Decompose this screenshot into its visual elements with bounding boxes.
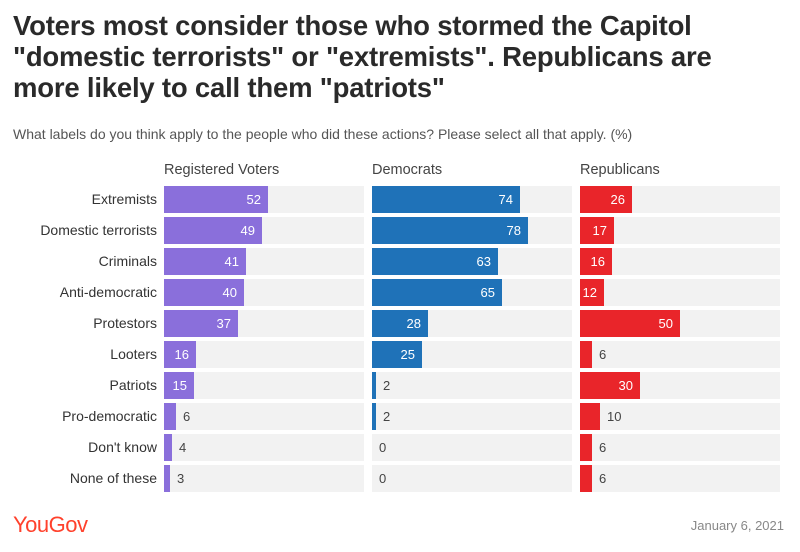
data-label-democrats-domestic-terrorists: 78 [506, 223, 521, 238]
data-label-registered-voters-none-of-these: 3 [177, 471, 185, 486]
data-label-republicans-don-t-know: 6 [599, 440, 607, 455]
data-label-democrats-looters: 25 [400, 347, 415, 362]
bar-track-democrats-patriots [372, 372, 572, 399]
bar-track-registered-voters-pro-democratic [164, 403, 364, 430]
category-label-extremists: Extremists [91, 191, 157, 207]
data-label-democrats-criminals: 63 [476, 254, 491, 269]
series-title-republicans: Republicans [580, 162, 660, 178]
series-title-democrats: Democrats [372, 162, 443, 178]
bar-registered-voters-none-of-these [164, 465, 170, 492]
data-label-republicans-looters: 6 [599, 347, 607, 362]
bar-track-democrats-don-t-know [372, 434, 572, 461]
chart-title: Voters most consider those who stormed t… [13, 10, 712, 103]
data-label-democrats-don-t-know: 0 [379, 440, 387, 455]
publish-date: January 6, 2021 [690, 518, 784, 533]
bar-registered-voters-pro-democratic [164, 403, 176, 430]
bar-republicans-protestors [580, 310, 680, 337]
data-label-democrats-patriots: 2 [383, 378, 391, 393]
bar-track-democrats-pro-democratic [372, 403, 572, 430]
bar-republicans-pro-democratic [580, 403, 600, 430]
bar-democrats-extremists [372, 186, 520, 213]
bar-track-registered-voters-none-of-these [164, 465, 364, 492]
data-label-registered-voters-looters: 16 [174, 347, 189, 362]
data-label-registered-voters-patriots: 15 [172, 378, 187, 393]
data-label-registered-voters-criminals: 41 [224, 254, 239, 269]
bar-track-republicans-criminals [580, 248, 780, 275]
category-label-don-t-know: Don't know [88, 439, 157, 455]
yougov-logo: YouGov [13, 512, 88, 537]
data-label-republicans-protestors: 50 [658, 316, 673, 331]
data-label-democrats-protestors: 28 [406, 316, 421, 331]
category-label-anti-democratic: Anti-democratic [59, 284, 157, 300]
data-label-republicans-none-of-these: 6 [599, 471, 607, 486]
bar-registered-voters-patriots [164, 372, 194, 399]
data-label-republicans-pro-democratic: 10 [607, 409, 622, 424]
bar-democrats-protestors [372, 310, 428, 337]
bar-track-republicans-pro-democratic [580, 403, 780, 430]
data-label-registered-voters-domestic-terrorists: 49 [240, 223, 255, 238]
bar-republicans-looters [580, 341, 592, 368]
data-label-republicans-patriots: 30 [618, 378, 633, 393]
bar-track-republicans-anti-democratic [580, 279, 780, 306]
category-label-protestors: Protestors [93, 315, 157, 331]
category-label-looters: Looters [110, 346, 157, 362]
bar-registered-voters-criminals [164, 248, 246, 275]
bar-democrats-criminals [372, 248, 498, 275]
data-label-republicans-extremists: 26 [610, 192, 625, 207]
series-title-registered-voters: Registered Voters [164, 162, 280, 178]
bar-republicans-don-t-know [580, 434, 592, 461]
bar-democrats-patriots [372, 372, 376, 399]
data-label-registered-voters-pro-democratic: 6 [183, 409, 191, 424]
bar-registered-voters-extremists [164, 186, 268, 213]
bar-republicans-domestic-terrorists [580, 217, 614, 244]
data-label-republicans-domestic-terrorists: 17 [592, 223, 607, 238]
bar-track-republicans-none-of-these [580, 465, 780, 492]
data-label-republicans-criminals: 16 [590, 254, 605, 269]
bar-democrats-looters [372, 341, 422, 368]
data-label-registered-voters-anti-democratic: 40 [222, 285, 237, 300]
category-label-none-of-these: None of these [69, 470, 157, 486]
bar-republicans-anti-democratic [580, 279, 604, 306]
bar-democrats-domestic-terrorists [372, 217, 528, 244]
bar-democrats-anti-democratic [372, 279, 502, 306]
bar-track-democrats-none-of-these [372, 465, 572, 492]
bar-democrats-pro-democratic [372, 403, 376, 430]
bar-registered-voters-protestors [164, 310, 238, 337]
data-label-democrats-pro-democratic: 2 [383, 409, 391, 424]
bar-track-republicans-looters [580, 341, 780, 368]
category-label-domestic-terrorists: Domestic terrorists [40, 222, 157, 238]
bar-track-registered-voters-don-t-know [164, 434, 364, 461]
bar-republicans-patriots [580, 372, 640, 399]
bar-track-republicans-don-t-know [580, 434, 780, 461]
bar-republicans-criminals [580, 248, 612, 275]
data-label-registered-voters-extremists: 52 [246, 192, 261, 207]
bar-registered-voters-domestic-terrorists [164, 217, 262, 244]
bar-republicans-none-of-these [580, 465, 592, 492]
category-label-patriots: Patriots [109, 377, 157, 393]
bar-track-registered-voters-patriots [164, 372, 364, 399]
data-label-democrats-anti-democratic: 65 [480, 285, 495, 300]
bar-track-registered-voters-looters [164, 341, 364, 368]
category-label-pro-democratic: Pro-democratic [62, 408, 157, 424]
bar-registered-voters-don-t-know [164, 434, 172, 461]
chart-subtitle: What labels do you think apply to the pe… [13, 126, 633, 142]
bar-republicans-extremists [580, 186, 632, 213]
data-label-republicans-anti-democratic: 12 [582, 285, 597, 300]
bar-registered-voters-looters [164, 341, 196, 368]
data-label-registered-voters-protestors: 37 [216, 316, 231, 331]
data-label-democrats-extremists: 74 [498, 192, 513, 207]
data-label-democrats-none-of-these: 0 [379, 471, 387, 486]
data-label-registered-voters-don-t-know: 4 [179, 440, 187, 455]
category-label-criminals: Criminals [98, 253, 157, 269]
bar-registered-voters-anti-democratic [164, 279, 244, 306]
